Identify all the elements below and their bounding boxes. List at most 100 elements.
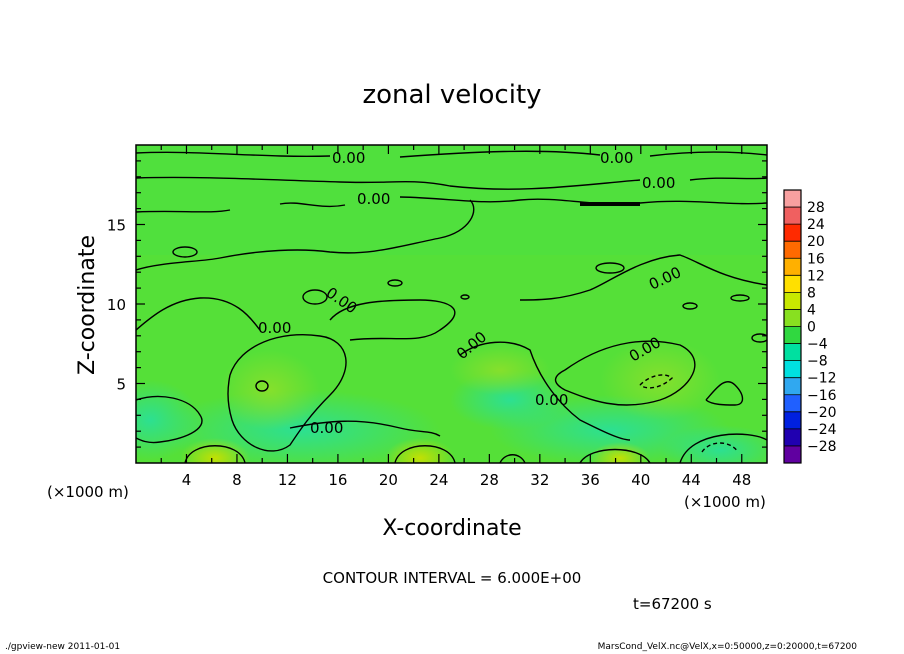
colorbar-swatch [784,326,801,345]
field-warm-patch [590,442,650,463]
chart-title: zonal velocity [362,80,541,110]
field-warm-patch [180,438,250,463]
colorbar-label: −8 [807,354,828,370]
colorbar-swatch [784,207,801,225]
contour-line [519,254,767,301]
contour-line [394,445,456,463]
x-tick-label: 48 [732,471,751,489]
colorbar-label: 0 [807,320,816,336]
colorbar-swatch [784,411,801,430]
contour-line [329,299,456,341]
colorbar-label: 28 [807,200,825,216]
contour-line [136,150,767,158]
colorbar-label: −4 [807,337,828,353]
colorbar-swatch [784,224,801,242]
contour-line [679,433,767,463]
colorbar-label: 8 [807,285,816,301]
contour-interval-text: CONTOUR INTERVAL = 6.000E+00 [323,569,582,587]
contour-label: 0.00 [310,419,343,437]
contour-line [136,199,475,271]
contour-line [701,442,739,453]
colorbar-swatch [784,360,801,379]
colorbar-label: 4 [807,302,816,318]
field-cool-patch [136,380,200,460]
x-tick-label: 16 [328,471,347,489]
field-cool-patch [660,425,767,463]
time-label: t=67200 s [633,595,712,613]
contour-line [460,294,470,300]
contour-line [136,297,261,331]
contour-line [730,294,750,302]
y-axis-title: Z-coordinate [75,235,100,375]
contour-line [136,196,767,213]
colorbar-swatch [784,445,801,464]
contour-lines [136,150,767,463]
contour-line [255,380,269,392]
x-tick-label: 12 [278,471,297,489]
contour-line [302,289,328,305]
colorbar-label: −20 [807,405,837,421]
field-warm-patch [450,345,550,395]
x-axis-title: X-coordinate [382,516,521,541]
colorbar-swatch [784,292,801,310]
x-unit-label-right: (×1000 m) [684,493,766,511]
contour-label: 0.00 [332,149,365,167]
contour-label: 0.00 [258,319,291,337]
x-tick-label: 28 [480,471,499,489]
y-axis: 5 10 15 [107,160,767,448]
contour-label: 0.00 [357,190,390,208]
contour-label: 0.00 [600,149,633,167]
colorbar-label: 24 [807,217,825,233]
x-tick-label: 44 [682,471,701,489]
field-warm-patch [385,438,455,463]
colorbar-label: 20 [807,234,825,250]
colorbar-label: 16 [807,251,825,267]
contour-line [387,279,403,287]
y-tick-label: 15 [107,217,126,235]
x-tick-label: 20 [379,471,398,489]
field-warm-patch [220,350,320,430]
contour-line [184,445,246,463]
colorbar-swatch [784,241,801,259]
contour-line [751,333,767,343]
x-tick-label: 36 [581,471,600,489]
colorbar-swatch [784,190,801,208]
footer-left: ./gpview-new 2011-01-01 [5,642,120,652]
x-tick-label: 32 [530,471,549,489]
y-tick-label: 5 [116,376,126,394]
footer-right: MarsCond_VelX.nc@VelX,x=0:50000,z=0:2000… [598,642,858,652]
colorbar-swatch [784,258,801,276]
x-tick-label: 24 [429,471,448,489]
contour-line [227,334,347,452]
colorbar-swatch [784,309,801,327]
colorbar-swatch [784,275,801,293]
x-tick-label: 8 [232,471,242,489]
contour-line [579,448,651,463]
colorbar-swatch [784,343,801,362]
contour-line [289,420,441,437]
field-warm-patch [600,340,720,420]
contour-line [595,262,625,274]
contour-line [136,176,767,190]
contour-line [459,341,631,441]
contour-label: 0.00 [642,174,675,192]
contour-line [705,381,744,406]
contour-line [639,374,674,389]
contour-line [682,302,698,310]
contour-line [136,395,203,444]
colorbar-label: −16 [807,388,837,404]
colorbar-label: −24 [807,422,837,438]
contour-label: 0.00 [535,391,568,409]
y-tick-label: 10 [107,296,126,314]
contour-line [499,454,526,463]
colorbar-label: −28 [807,439,837,455]
colorbar-swatch [784,428,801,447]
contour-line [172,246,198,258]
colorbar-swatch [784,377,801,396]
colorbar-label: 12 [807,268,825,284]
heatmap-field: 0.00 0.00 0.00 0.00 0.00 0.00 0.00 0.00 … [136,145,767,463]
contour-line [554,340,696,406]
x-tick-label: 40 [631,471,650,489]
